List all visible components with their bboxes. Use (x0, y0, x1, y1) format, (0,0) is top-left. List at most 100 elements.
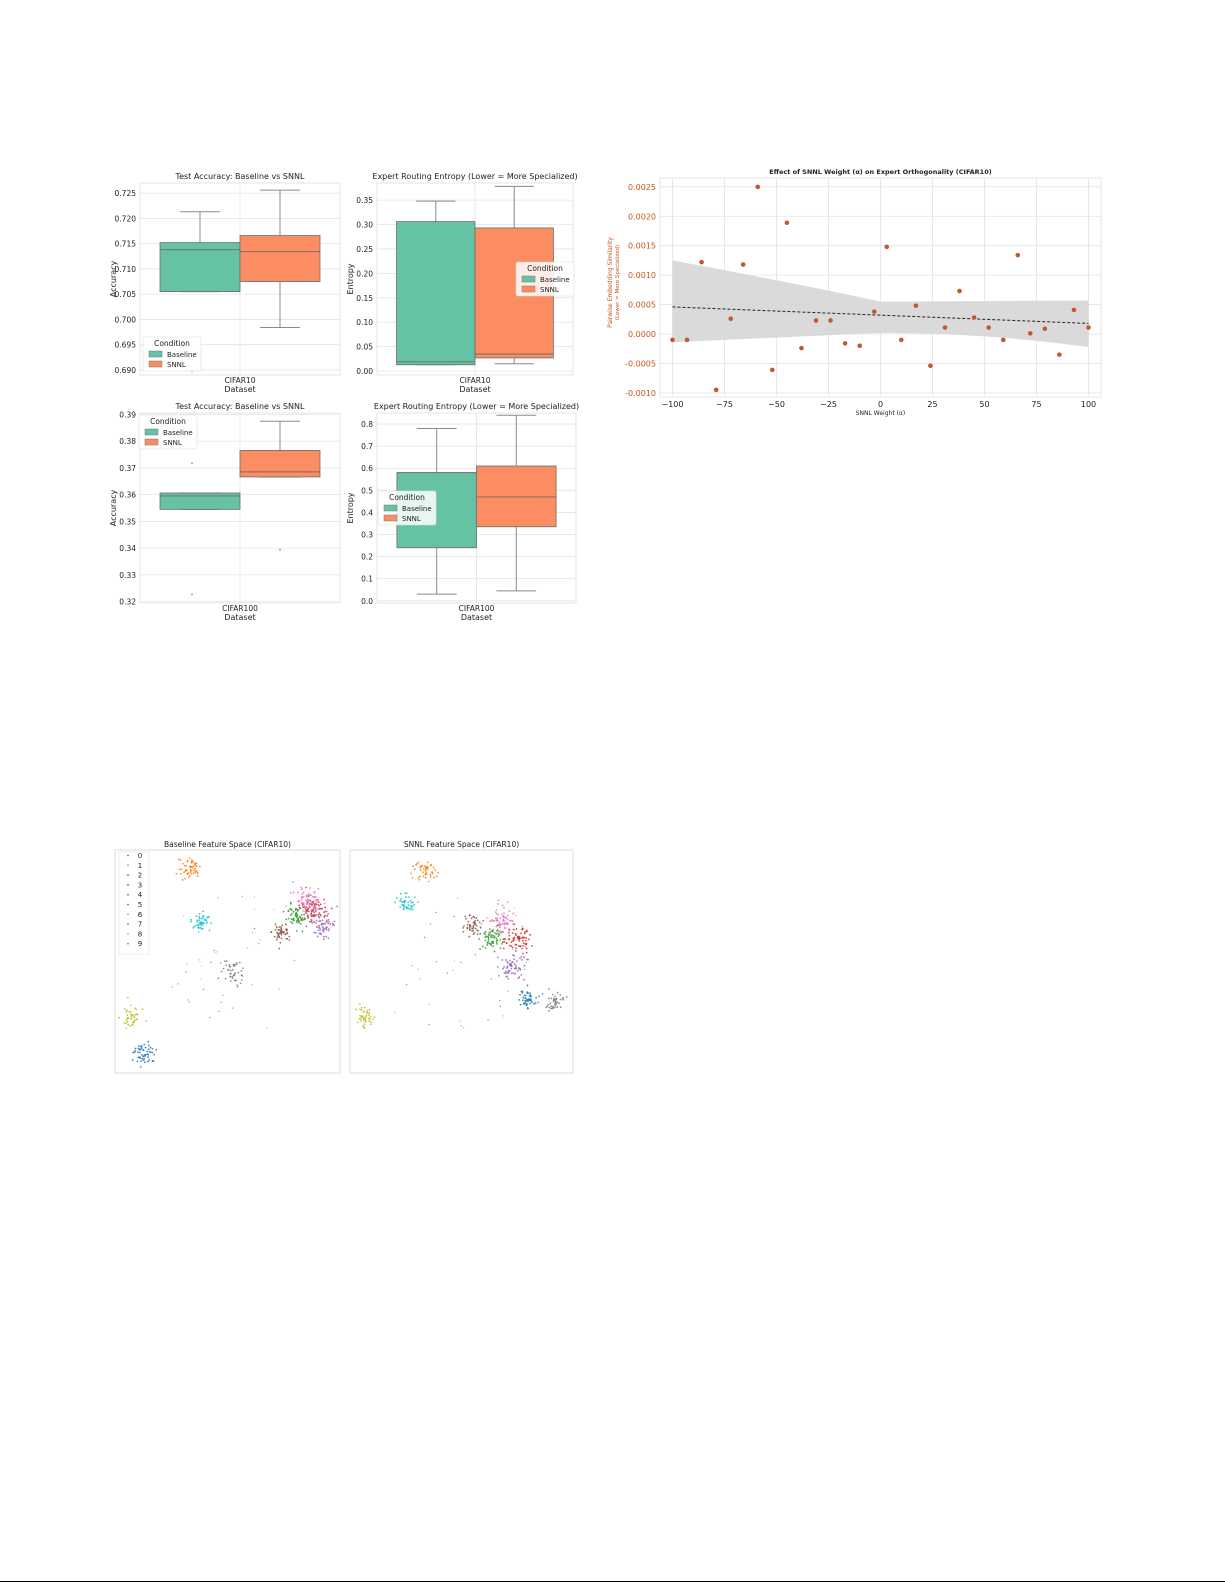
cluster-point (305, 894, 308, 897)
stray-point (516, 938, 518, 941)
cluster-1 (409, 861, 439, 883)
cluster-point (224, 960, 226, 963)
cluster-point (130, 1018, 133, 1020)
data-point (913, 303, 919, 309)
stray-point (428, 1024, 430, 1026)
cluster-point (481, 945, 484, 948)
box-baseline (396, 200, 476, 366)
cluster-point (231, 977, 234, 980)
legend-title: Condition (150, 417, 186, 426)
cluster-point (404, 899, 407, 902)
cluster-point (139, 1065, 142, 1068)
cluster-point (492, 945, 495, 948)
cluster-point (548, 1010, 550, 1012)
x-axis-label: Dataset (224, 385, 255, 394)
cluster-point (531, 944, 534, 947)
cluster-point (304, 910, 307, 913)
stray-point (259, 939, 261, 941)
cluster-point (281, 924, 284, 927)
cluster-point (413, 903, 416, 906)
cluster-point (284, 933, 287, 935)
cluster-point (292, 910, 295, 913)
y-tick-label: 0.695 (115, 341, 137, 350)
legend-title: Condition (527, 264, 563, 273)
cluster-point (476, 919, 479, 922)
cluster-point (325, 919, 328, 922)
cluster-point (362, 1011, 365, 1013)
stray-point (474, 954, 477, 956)
cluster-6 (289, 881, 326, 917)
cluster-point (503, 906, 505, 909)
cluster-point (313, 895, 316, 898)
cluster-3 (501, 923, 534, 955)
stray-point (423, 936, 426, 939)
cluster-point (301, 901, 304, 904)
cluster-point (188, 874, 191, 877)
cluster-point (429, 873, 432, 876)
cluster-point (423, 868, 425, 870)
cluster-point (306, 914, 309, 917)
cluster-point (472, 921, 475, 924)
cluster-point (232, 964, 235, 967)
cluster-point (503, 919, 506, 922)
cluster-point (201, 927, 204, 930)
cluster-point (193, 925, 196, 928)
cluster-point (527, 1007, 529, 1010)
cluster-point (495, 920, 498, 922)
cluster-point (470, 917, 473, 920)
legend-marker (127, 923, 129, 925)
cluster-point (356, 1021, 359, 1024)
cluster-point (511, 932, 514, 934)
cluster-point (413, 868, 416, 871)
cluster-point (300, 899, 303, 901)
cluster-point (305, 925, 308, 928)
y-tick-label: 0.3 (361, 531, 373, 540)
y-tick-label: 0.15 (356, 294, 373, 303)
cluster-point (299, 915, 301, 918)
cluster-point (434, 869, 437, 871)
cluster-0 (131, 1040, 158, 1068)
legend-swatch (383, 504, 398, 512)
cluster-point (462, 930, 465, 933)
cluster-point (518, 998, 521, 1001)
data-point (928, 363, 933, 369)
cluster-point (323, 911, 326, 913)
cluster-point (479, 932, 482, 935)
cluster-8 (118, 996, 148, 1030)
cluster-point (411, 901, 414, 904)
cluster-point (548, 988, 550, 990)
cluster-point (514, 943, 517, 946)
legend: Condition Baseline SNNL (515, 261, 575, 297)
cluster-point (402, 904, 405, 907)
cluster-point (466, 923, 469, 926)
x-tick-label: 25 (927, 400, 937, 409)
stray-point (429, 923, 432, 925)
y-tick-label: 0.710 (115, 265, 137, 274)
y-tick-label: 0.705 (115, 290, 137, 299)
y-tick-label: 0.35 (356, 196, 373, 205)
stray-point (524, 946, 526, 948)
stray-point (217, 896, 219, 899)
data-point (670, 337, 675, 343)
stray-point (428, 1003, 430, 1006)
cluster-point (148, 1059, 150, 1061)
cluster-point (427, 880, 430, 883)
cluster-point (318, 927, 321, 930)
stray-point (293, 959, 296, 962)
cluster-point (523, 956, 525, 959)
cluster-point (200, 924, 203, 927)
cluster-point (285, 923, 287, 926)
cluster-point (292, 881, 295, 883)
cluster-point (497, 902, 500, 905)
stray-point (460, 961, 462, 964)
page-bottom-rule (0, 1581, 1225, 1582)
box-snnl (239, 189, 321, 329)
cluster-point (523, 932, 526, 935)
cluster-point (151, 1060, 154, 1063)
cluster-point (506, 965, 509, 968)
cluster-point (321, 907, 324, 910)
data-point (728, 316, 734, 322)
cluster-point (325, 935, 328, 938)
